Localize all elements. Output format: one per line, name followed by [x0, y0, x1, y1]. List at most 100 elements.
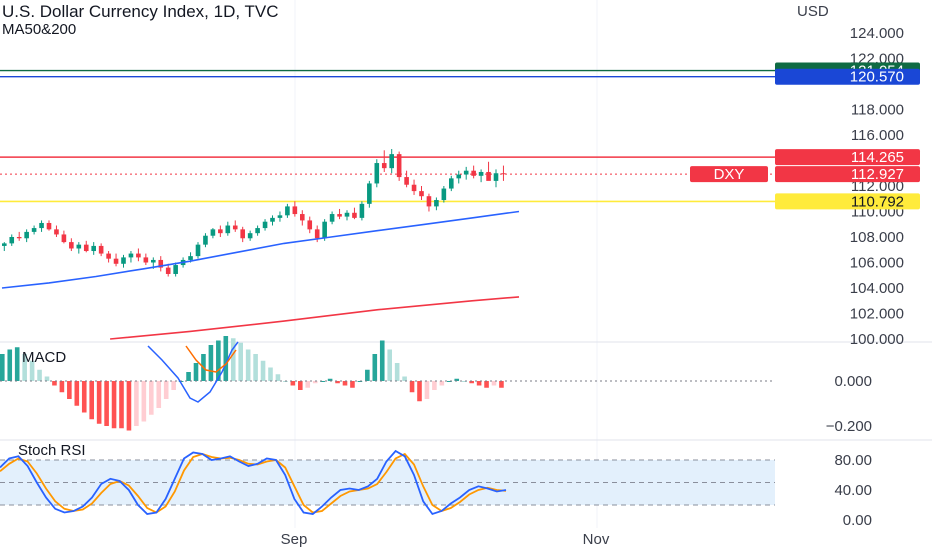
macd-bar	[350, 381, 355, 388]
symbol-tag	[690, 166, 768, 183]
macd-bar	[230, 338, 236, 381]
macd-bar	[111, 381, 117, 429]
candle-body	[24, 231, 29, 239]
candle-body	[2, 243, 7, 246]
price-tag-3	[775, 166, 920, 183]
macd-bar	[59, 381, 65, 393]
candle-body	[367, 183, 372, 204]
candle-body	[441, 188, 447, 201]
macd-bar	[96, 381, 102, 424]
candle-body	[69, 242, 74, 249]
candle-body	[389, 154, 394, 169]
macd-bar	[476, 381, 482, 386]
macd-bar	[417, 381, 422, 402]
time-label-nov: Nov	[583, 531, 610, 548]
macd-bar	[14, 347, 20, 381]
candle-body	[463, 170, 469, 175]
candle-body	[16, 237, 22, 239]
macd-bar	[461, 381, 467, 382]
macd-bar	[163, 381, 169, 399]
candle-body	[61, 234, 67, 243]
macd-bar	[67, 381, 72, 399]
candle-body	[203, 235, 208, 245]
candle-body	[218, 229, 223, 234]
candle-body	[322, 221, 327, 239]
macd-bar	[275, 374, 281, 381]
candle-body	[39, 222, 44, 229]
price-tag-label: 110.792	[851, 193, 904, 210]
macd-bar	[372, 354, 378, 381]
candle-body	[285, 206, 290, 216]
candle-body	[54, 229, 59, 235]
macd-bar	[156, 381, 162, 408]
macd-bar	[432, 381, 437, 390]
ma200-line	[110, 296, 520, 340]
price-tick: 106.000	[850, 255, 904, 272]
candle-body	[329, 214, 335, 222]
candle-body	[337, 214, 342, 217]
macd-bar	[305, 381, 311, 388]
macd-bar	[402, 376, 407, 381]
price-tag-label: 120.570	[850, 69, 904, 86]
macd-bar	[119, 381, 124, 429]
macd-bar	[44, 376, 50, 381]
candle-body	[83, 244, 89, 252]
macd-bar	[365, 369, 370, 381]
candle-body	[210, 229, 216, 236]
macd-bar	[342, 381, 348, 386]
candle-body	[240, 229, 245, 239]
candle-body	[31, 228, 37, 232]
price-tick: 112.000	[851, 178, 904, 195]
candle-body	[46, 222, 52, 230]
price-tick: 108.000	[850, 229, 904, 246]
candle-body	[456, 174, 462, 179]
macd-bar	[223, 336, 229, 381]
time-label-sep: Sep	[281, 531, 308, 548]
candle-body	[449, 178, 454, 189]
macd-tick: 0.000	[834, 373, 872, 390]
macd-bar	[357, 381, 363, 382]
macd-bar	[409, 381, 415, 393]
candle-body	[165, 267, 171, 274]
candle-body	[232, 225, 238, 230]
price-tick: 100.000	[850, 331, 904, 348]
macd-bar	[379, 340, 385, 381]
macd-bar	[104, 381, 109, 426]
macd-bar	[260, 360, 266, 381]
price-tag-4	[775, 193, 920, 210]
candle-body	[411, 184, 417, 192]
candle-body	[255, 228, 260, 234]
macd-bar	[74, 381, 80, 406]
ma50-line	[1, 210, 520, 289]
candle-body	[352, 212, 357, 218]
price-tick: 104.000	[850, 280, 904, 297]
candle-body	[270, 217, 275, 222]
candle-body	[76, 244, 82, 249]
candle-body	[359, 203, 365, 218]
currency-label: USD	[797, 3, 829, 20]
macd-bar	[394, 363, 400, 381]
candle-body	[158, 259, 164, 268]
macd-bar	[499, 381, 504, 388]
macd-bar	[320, 381, 325, 382]
macd-bar	[89, 381, 94, 420]
macd-bar	[290, 381, 296, 386]
macd-bar	[141, 381, 147, 422]
price-tag-2	[775, 149, 920, 166]
candle-body	[314, 229, 320, 239]
macd-bar	[439, 381, 445, 386]
candle-body	[277, 215, 283, 218]
macd-bar	[186, 372, 191, 381]
macd-bar	[469, 381, 474, 384]
macd-title: MACD	[22, 349, 66, 366]
macd-bar	[134, 381, 139, 426]
candle-body	[434, 200, 439, 207]
stoch-k-line	[0, 449, 507, 516]
macd-bar	[298, 381, 303, 390]
macd-bar	[327, 378, 333, 381]
candle-body	[396, 154, 402, 178]
macd-bar	[238, 342, 243, 381]
candle-body	[381, 163, 387, 169]
candle-body	[151, 259, 156, 263]
